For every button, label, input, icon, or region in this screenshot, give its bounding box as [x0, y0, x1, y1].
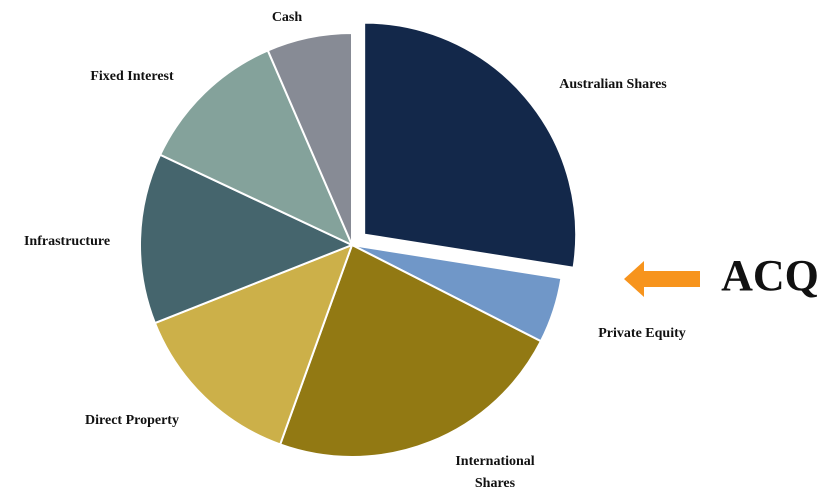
slice-label: International Shares	[455, 454, 534, 491]
slice-label: Infrastructure	[24, 234, 110, 249]
slice-label: Fixed Interest	[90, 69, 174, 84]
slice-label: Direct Property	[85, 413, 179, 428]
pie-slice	[278, 243, 543, 458]
pie-slice	[266, 31, 353, 246]
pie-slice	[158, 49, 354, 248]
slice-label: Private Equity	[598, 326, 686, 341]
arrow	[624, 261, 700, 297]
pie-slice	[363, 21, 578, 269]
slice-label: Cash	[272, 10, 303, 25]
pie-slice	[153, 243, 354, 446]
pie-slice	[139, 153, 355, 325]
annotation: ACQ	[721, 251, 819, 300]
slice-label: Australian Shares	[559, 77, 667, 92]
